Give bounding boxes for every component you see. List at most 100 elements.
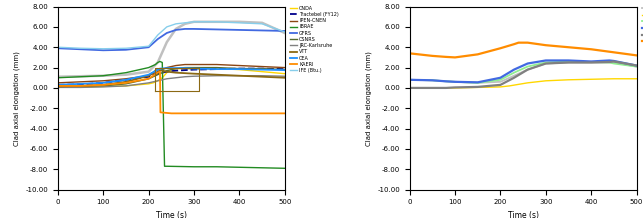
CDPAT	[510, 71, 518, 74]
Line: VTT: VTT	[58, 70, 285, 86]
IFE-Btu.s	[542, 62, 550, 65]
IPEN-CNEN	[54, 82, 62, 84]
IFE (Btu.)	[235, 22, 243, 24]
FNL	[451, 56, 459, 59]
Line: GFRS: GFRS	[58, 29, 285, 50]
CSNRS	[77, 85, 84, 88]
IFE (Btu.)	[258, 22, 266, 25]
IBRAE	[163, 165, 170, 168]
IBRAE	[158, 61, 166, 64]
Line: FNL: FNL	[410, 43, 637, 57]
IBRAE	[161, 165, 168, 168]
IPEN-CNEN	[100, 80, 107, 82]
FNL	[514, 41, 522, 44]
VTT	[281, 77, 289, 79]
Studsvik/Westc	[496, 77, 504, 79]
Studsvik/Westc	[542, 59, 550, 62]
IBRAE	[100, 74, 107, 77]
Tractebel (FY12)	[154, 72, 161, 75]
USTC NFU	[474, 86, 482, 88]
CSNRS	[145, 77, 152, 80]
USTC NFU	[606, 61, 613, 63]
Legend: CNDA, Tractebel (FY12), IPEN-CNEN, IBRAE, GFRS, CSNRS, JRC-Karlsruhe, VTT, CEA, : CNDA, Tractebel (FY12), IPEN-CNEN, IBRAE…	[289, 5, 340, 73]
CSNRS	[258, 67, 266, 70]
IFE-Btu.s	[606, 61, 613, 64]
Studsvik/Westc	[606, 59, 613, 62]
IFE-Btu.s	[610, 61, 618, 64]
CDPAT	[442, 80, 450, 83]
Tractebel (FY12)	[235, 67, 243, 70]
CEA	[156, 67, 164, 70]
VTT	[122, 80, 130, 83]
USTC NFU	[428, 87, 436, 89]
IPEN-CNEN	[77, 80, 84, 83]
USTC NFU	[587, 61, 595, 64]
VTT	[154, 68, 161, 71]
JRC-Karlsruhe	[213, 74, 221, 77]
KAERI	[149, 74, 157, 77]
X-axis label: Time (s): Time (s)	[156, 211, 187, 218]
Studsvik/Westc	[610, 60, 618, 62]
JRC-Karlsruhe	[100, 86, 107, 88]
Line: USTC NFU: USTC NFU	[410, 61, 637, 88]
JRC-Karlsruhe	[54, 86, 62, 89]
KAERI	[157, 111, 165, 114]
IFE-Btu.s	[565, 61, 572, 64]
IFE-Btu.s	[442, 80, 450, 83]
GFRS	[190, 28, 198, 30]
GFRS	[77, 48, 84, 51]
IPEN-CNEN	[281, 66, 289, 69]
VTT	[190, 72, 198, 75]
CDPAT	[524, 65, 532, 68]
CDPAT	[406, 78, 413, 81]
JRC-Karlsruhe	[235, 74, 243, 77]
IFE (Btu.)	[100, 48, 107, 50]
GFRS	[100, 49, 107, 52]
Studsvik/Westc	[474, 81, 482, 84]
Line: KAERI: KAERI	[58, 72, 285, 113]
X-axis label: Time (s): Time (s)	[507, 211, 539, 218]
IFE-Btu.s	[451, 80, 459, 83]
CSNRS	[235, 67, 243, 70]
JRC-Karlsruhe	[190, 75, 198, 78]
JRC-Karlsruhe	[122, 85, 130, 87]
CSNRS	[54, 86, 62, 88]
IPEN-CNEN	[145, 74, 152, 77]
CNDA	[213, 67, 221, 70]
KAERI	[156, 70, 164, 73]
FNL	[428, 54, 436, 57]
CNDA	[172, 67, 180, 70]
IPEN-CNEN	[181, 63, 189, 66]
CNDA	[145, 83, 152, 85]
KAERI	[190, 112, 198, 115]
IPEN-CNEN	[163, 66, 170, 69]
KAERI	[54, 85, 62, 87]
Line: IFE (Btu.): IFE (Btu.)	[58, 22, 285, 49]
CEA	[54, 83, 62, 86]
CDPAT	[542, 61, 550, 64]
KAERI	[235, 112, 243, 115]
FNL	[542, 44, 550, 46]
CEA	[258, 68, 266, 71]
CEA	[145, 73, 152, 76]
JRPAF	[496, 86, 504, 88]
CEA	[154, 68, 161, 71]
IFE-Btu.s	[633, 65, 640, 68]
VTT	[54, 85, 62, 88]
Line: IFE-Btu.s: IFE-Btu.s	[410, 63, 637, 83]
CEA	[122, 78, 130, 81]
Line: CNDA: CNDA	[58, 69, 285, 87]
CDPAT	[610, 62, 618, 65]
Tractebel (FY12)	[172, 69, 180, 72]
USTC NFU	[542, 62, 550, 65]
IFE (Btu.)	[281, 31, 289, 33]
KAERI	[167, 112, 175, 115]
IFE-Btu.s	[496, 80, 504, 83]
VTT	[77, 85, 84, 87]
IFE (Btu.)	[145, 45, 152, 48]
IBRAE	[145, 66, 152, 69]
IFE (Btu.)	[54, 46, 62, 49]
USTC NFU	[451, 86, 459, 89]
Tractebel (FY12)	[281, 68, 289, 70]
FNL	[633, 54, 640, 57]
